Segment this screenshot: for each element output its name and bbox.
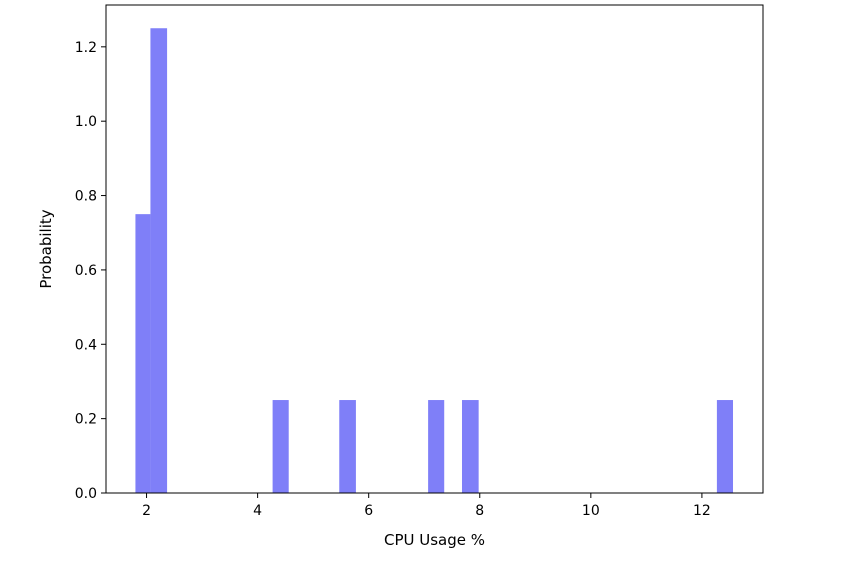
y-axis-label: Probability [37,209,55,288]
y-tick-label-3: 0.6 [75,263,97,279]
y-tick-label-0: 0.0 [75,486,97,502]
y-tick-label-1: 0.2 [75,412,97,428]
x-axis: 2 4 6 8 10 12 [142,493,711,519]
x-tick-label-2: 6 [364,503,373,519]
y-tick-label-2: 0.4 [75,337,97,353]
y-axis: 0.0 0.2 0.4 0.6 0.8 1.0 1.2 [75,40,106,502]
histogram-bar-3 [339,400,356,493]
bars-layer [135,28,734,493]
y-tick-label-4: 0.8 [75,189,97,205]
plot-frame [105,4,764,494]
x-tick-label-0: 2 [142,503,151,519]
y-tick-label-5: 1.0 [75,114,97,130]
x-tick-label-3: 8 [475,503,484,519]
y-tick-label-6: 1.2 [75,40,97,56]
histogram-bar-6 [716,400,734,493]
histogram-bar-1 [150,28,168,493]
histogram-bar-0 [135,214,151,493]
x-tick-label-5: 12 [693,503,711,519]
histogram-bar-2 [272,400,289,493]
x-tick-label-1: 4 [253,503,262,519]
histogram-bar-5 [461,400,479,493]
x-tick-label-4: 10 [582,503,600,519]
x-axis-label: CPU Usage % [384,531,485,549]
histogram-bar-4 [428,400,445,493]
